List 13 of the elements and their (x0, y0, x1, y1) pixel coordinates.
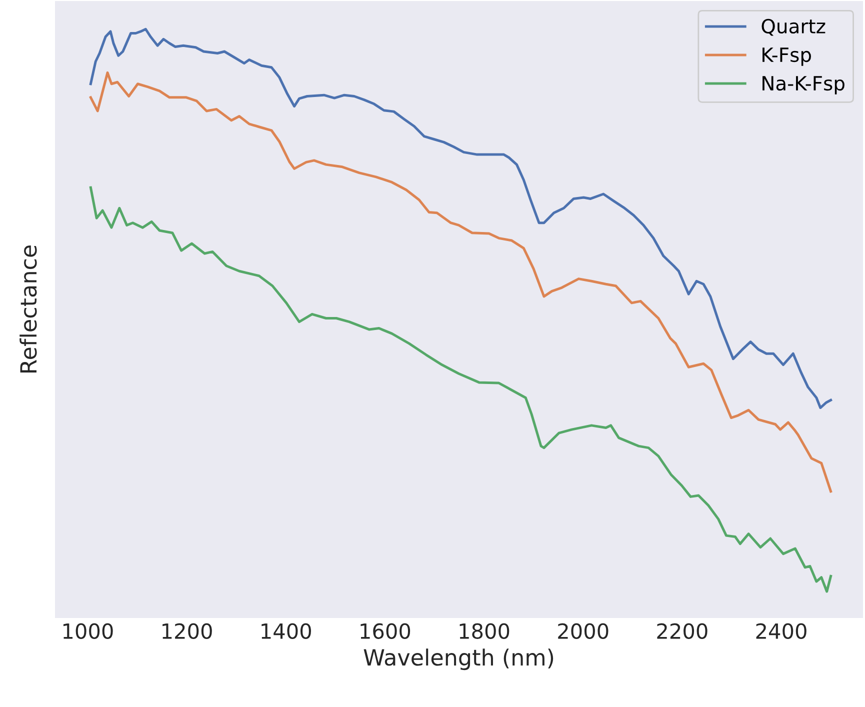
legend-label: Na-K-Fsp (762, 76, 844, 94)
x-tick-label: 2400 (756, 623, 806, 639)
x-tick-label: 1400 (262, 623, 311, 639)
x-tick-label: 2000 (558, 623, 608, 639)
y-axis-title: Reflectance (20, 246, 37, 372)
x-tick-label: 1200 (162, 623, 212, 639)
x-tick-label: 1800 (460, 623, 510, 639)
x-tick-label: 1000 (63, 623, 113, 639)
x-tick-label: 1600 (360, 623, 410, 639)
x-axis-title: Wavelength (nm) (364, 648, 554, 670)
legend-label: Quartz (762, 18, 826, 36)
legend-label: K-Fsp (762, 48, 811, 66)
x-tick-label: 2200 (657, 623, 708, 639)
